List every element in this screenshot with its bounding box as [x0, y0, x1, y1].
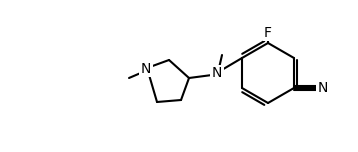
Text: N: N: [318, 81, 328, 95]
Text: F: F: [264, 26, 272, 40]
Text: N: N: [212, 66, 222, 80]
Text: N: N: [141, 62, 151, 76]
